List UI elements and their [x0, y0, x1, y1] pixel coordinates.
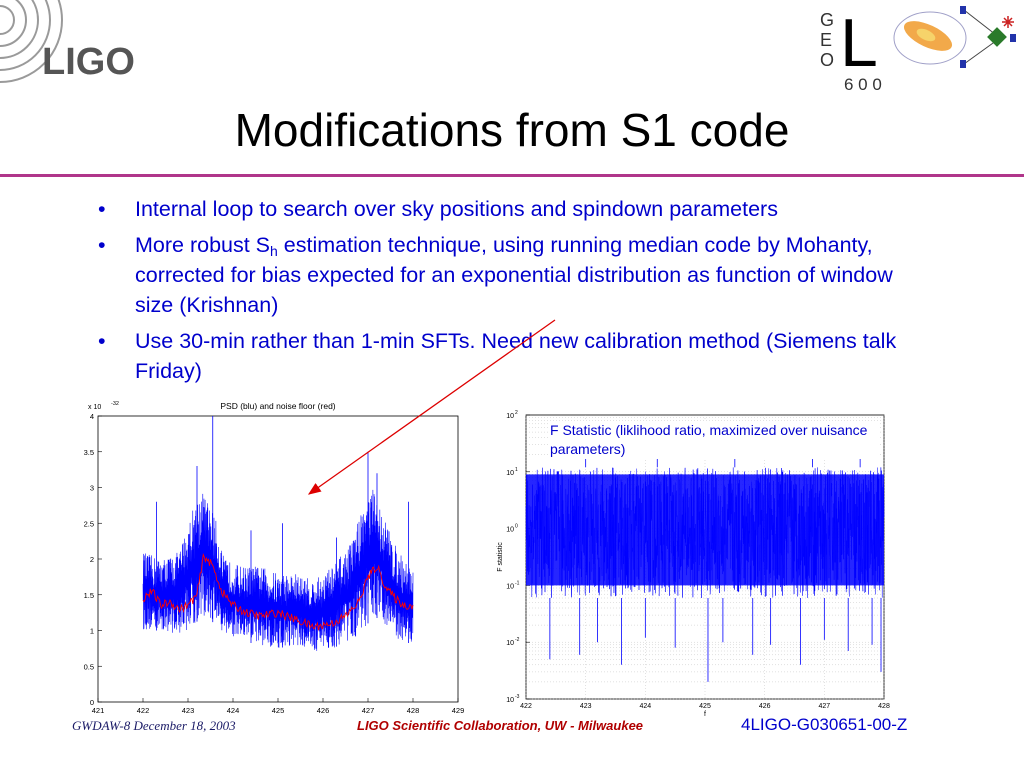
y-exponent-label: x 10	[88, 404, 101, 411]
y-tick-label: 3.5	[84, 448, 94, 457]
geo-interferometer-graphic	[893, 6, 1016, 68]
ligo-logo: LIGO	[0, 0, 135, 83]
ligo-logo-arcs	[0, 0, 63, 83]
y-tick-exponent: 0	[515, 524, 518, 530]
y-tick-exponent: -2	[515, 637, 520, 643]
x-tick-label: 423	[182, 706, 195, 714]
plot-frame	[97, 415, 459, 703]
title-divider	[0, 174, 1024, 177]
y-axis-label: F statistic	[497, 542, 504, 572]
y-tick-label: 0.5	[84, 662, 94, 671]
geo-number: 6 0 0	[844, 75, 882, 94]
bullet-text-start: More robust S	[135, 233, 271, 257]
x-axis-label: f	[704, 711, 706, 717]
y-tick-label: 10	[506, 413, 514, 420]
x-tick-label: 423	[580, 703, 592, 710]
x-tick-label: 426	[759, 703, 771, 710]
y-tick-label: 4	[90, 412, 94, 421]
bullet-subscript: h	[270, 243, 278, 259]
y-exponent-superscript: -32	[111, 401, 119, 407]
x-tick-label: 425	[699, 703, 711, 710]
bullet-text: Use 30-min rather than 1-min SFTs. Need …	[135, 329, 897, 383]
x-tick-label: 422	[520, 703, 532, 710]
y-tick-label: 10	[506, 583, 514, 590]
geo-letter-g: G	[820, 10, 834, 30]
y-tick-label: 0	[90, 698, 94, 707]
x-tick-label: 426	[317, 706, 330, 714]
ligo-logo-text: LIGO	[42, 41, 135, 83]
geo-big-l: L	[840, 5, 878, 81]
y-tick-label: 1	[90, 627, 94, 636]
x-tick-label: 427	[362, 706, 375, 714]
x-tick-label: 427	[818, 703, 830, 710]
x-tick-label: 428	[407, 706, 420, 714]
y-tick-label: 3	[90, 484, 94, 493]
x-tick-label: 425	[272, 706, 285, 714]
bullet-item: • More robust Sh estimation technique, u…	[98, 230, 918, 320]
y-tick-exponent: 1	[515, 467, 518, 473]
bullet-text-end: estimation technique, using running medi…	[135, 233, 893, 317]
chart-title: F Statistic (liklihood ratio, maximized …	[550, 421, 880, 459]
y-tick-label: 10	[506, 470, 514, 477]
x-tick-label: 424	[227, 706, 240, 714]
y-tick-label: 10	[506, 640, 514, 647]
y-tick-exponent: 2	[515, 410, 518, 416]
bullet-dot: •	[98, 197, 106, 221]
y-tick-exponent: -3	[515, 694, 520, 700]
x-tick-label: 429	[452, 706, 465, 714]
geo600-logo: G E O L 6 0 0	[820, 5, 1016, 94]
y-tick-label: 10	[506, 697, 514, 704]
y-tick-exponent: -1	[515, 580, 520, 586]
footer-collaboration: LIGO Scientific Collaboration, UW - Milw…	[357, 718, 644, 733]
y-tick-label: 2.5	[84, 519, 94, 528]
geo-letter-e: E	[820, 30, 832, 50]
slide-title: Modifications from S1 code	[234, 104, 790, 156]
bullet-text: Internal loop to search over sky positio…	[135, 197, 778, 221]
x-tick-label: 422	[137, 706, 150, 714]
y-tick-label: 10	[506, 527, 514, 534]
geo-letter-o: O	[820, 50, 834, 70]
footer-date: GWDAW-8 December 18, 2003	[72, 718, 236, 733]
y-tick-label: 1.5	[84, 591, 94, 600]
bullet-dot: •	[98, 233, 106, 257]
chart-title-box: F Statistic (liklihood ratio, maximized …	[550, 421, 880, 459]
bullet-dot: •	[98, 329, 106, 353]
bullet-item: • Internal loop to search over sky posit…	[98, 194, 918, 224]
noise-floor-line	[142, 553, 414, 631]
psd-chart: PSD (blu) and noise floor (red) x 10 -32 0 0…	[84, 401, 465, 714]
f-statistic-dense-band	[526, 474, 884, 586]
x-tick-label: 421	[92, 706, 105, 714]
bullet-item: • Use 30-min rather than 1-min SFTs. Nee…	[98, 326, 918, 386]
x-tick-label: 428	[878, 703, 890, 710]
x-tick-label: 424	[639, 703, 651, 710]
footer-doc-id: 4LIGO-G030651-00-Z	[741, 715, 908, 734]
chart-title: PSD (blu) and noise floor (red)	[220, 401, 335, 411]
bullet-list: • Internal loop to search over sky posit…	[98, 194, 918, 392]
y-tick-label: 2	[90, 555, 94, 564]
